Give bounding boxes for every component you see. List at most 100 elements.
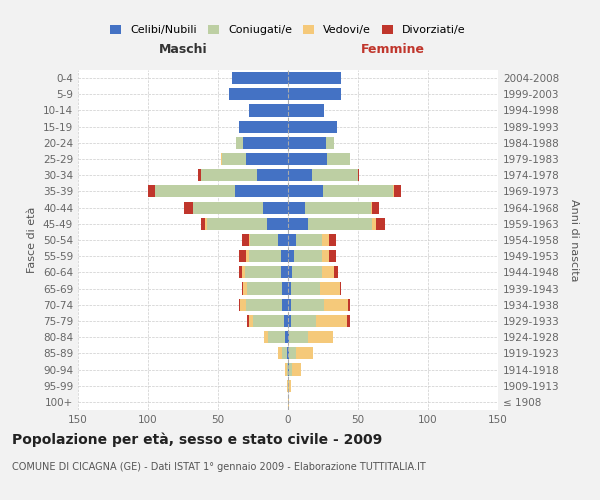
Bar <box>293 250 322 262</box>
Bar <box>184 202 193 213</box>
Bar <box>291 315 316 327</box>
Y-axis label: Fasce di età: Fasce di età <box>28 207 37 273</box>
Bar <box>288 282 291 294</box>
Bar <box>250 234 278 246</box>
Bar <box>249 315 253 327</box>
Bar <box>288 88 341 101</box>
Bar <box>288 137 326 149</box>
Bar <box>246 250 249 262</box>
Bar <box>288 396 289 408</box>
Bar <box>264 331 268 343</box>
Bar <box>393 186 394 198</box>
Bar <box>285 364 287 376</box>
Bar <box>305 202 371 213</box>
Bar <box>232 72 288 84</box>
Bar <box>148 186 155 198</box>
Bar <box>348 298 350 311</box>
Bar <box>329 250 335 262</box>
Bar <box>241 298 246 311</box>
Text: Maschi: Maschi <box>158 44 208 57</box>
Bar <box>288 234 296 246</box>
Y-axis label: Anni di nascita: Anni di nascita <box>569 198 579 281</box>
Bar <box>325 298 348 311</box>
Bar <box>288 120 337 132</box>
Bar <box>221 153 222 165</box>
Bar <box>292 266 322 278</box>
Bar <box>288 104 325 117</box>
Bar <box>340 282 341 294</box>
Bar <box>289 348 296 360</box>
Bar <box>247 282 283 294</box>
Bar <box>283 298 288 311</box>
Bar <box>281 266 288 278</box>
Bar <box>249 104 288 117</box>
Bar <box>288 218 308 230</box>
Bar <box>288 331 289 343</box>
Bar <box>263 202 288 213</box>
Bar <box>308 218 372 230</box>
Bar <box>155 186 235 198</box>
Bar <box>229 88 288 101</box>
Bar <box>243 137 288 149</box>
Bar <box>288 169 312 181</box>
Bar <box>283 348 287 360</box>
Bar <box>284 315 288 327</box>
Bar <box>193 202 263 213</box>
Bar <box>281 250 288 262</box>
Bar <box>288 250 293 262</box>
Bar <box>288 315 291 327</box>
Bar <box>243 282 247 294</box>
Bar <box>322 266 334 278</box>
Bar <box>222 153 246 165</box>
Bar <box>242 234 249 246</box>
Bar <box>239 250 246 262</box>
Bar <box>246 298 283 311</box>
Bar <box>322 234 329 246</box>
Text: Femmine: Femmine <box>361 44 425 57</box>
Bar <box>249 250 281 262</box>
Bar <box>308 331 333 343</box>
Bar <box>288 153 327 165</box>
Bar <box>285 331 288 343</box>
Bar <box>242 282 243 294</box>
Bar <box>320 282 340 294</box>
Bar <box>249 234 250 246</box>
Bar <box>326 137 334 149</box>
Bar <box>371 202 372 213</box>
Bar <box>334 266 338 278</box>
Bar <box>245 266 281 278</box>
Bar <box>322 250 329 262</box>
Bar <box>201 218 205 230</box>
Bar <box>289 331 308 343</box>
Text: COMUNE DI CICAGNA (GE) - Dati ISTAT 1° gennaio 2009 - Elaborazione TUTTITALIA.IT: COMUNE DI CICAGNA (GE) - Dati ISTAT 1° g… <box>12 462 426 472</box>
Bar <box>239 266 242 278</box>
Bar <box>291 282 320 294</box>
Bar <box>236 137 243 149</box>
Bar <box>288 202 305 213</box>
Bar <box>289 380 291 392</box>
Bar <box>288 186 323 198</box>
Text: Popolazione per età, sesso e stato civile - 2009: Popolazione per età, sesso e stato civil… <box>12 432 382 447</box>
Bar <box>247 315 249 327</box>
Bar <box>312 169 358 181</box>
Bar <box>288 72 341 84</box>
Bar <box>288 380 289 392</box>
Bar <box>257 169 288 181</box>
Bar <box>288 298 291 311</box>
Bar <box>329 234 335 246</box>
Bar <box>327 153 350 165</box>
Legend: Celibi/Nubili, Coniugati/e, Vedovi/e, Divorziati/e: Celibi/Nubili, Coniugati/e, Vedovi/e, Di… <box>110 24 466 35</box>
Bar <box>242 266 245 278</box>
Bar <box>347 315 350 327</box>
Bar <box>323 186 393 198</box>
Bar <box>287 348 288 360</box>
Bar <box>199 169 201 181</box>
Bar <box>207 218 267 230</box>
Bar <box>288 266 292 278</box>
Bar <box>267 218 288 230</box>
Bar <box>358 169 359 181</box>
Bar <box>372 202 379 213</box>
Bar <box>201 169 257 181</box>
Bar <box>239 298 241 311</box>
Bar <box>205 218 207 230</box>
